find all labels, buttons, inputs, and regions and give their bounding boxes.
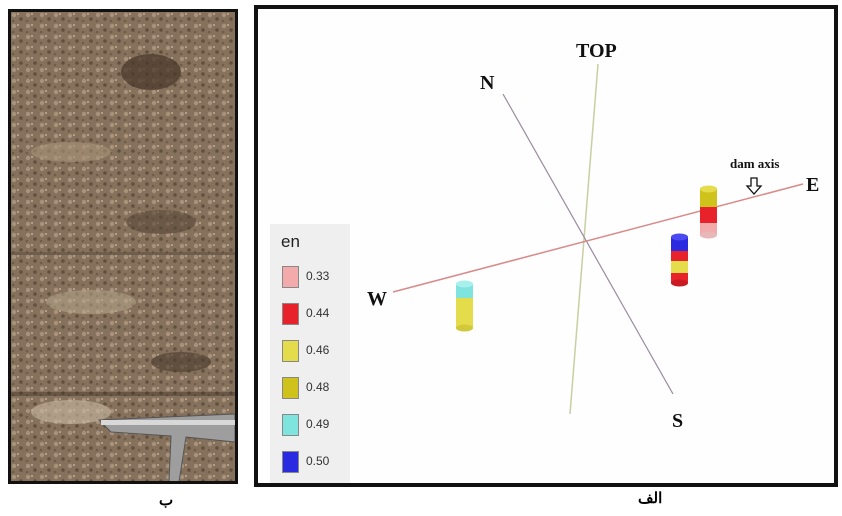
outcrop-photo [8, 9, 238, 484]
north-south-axis [502, 93, 674, 395]
legend-label: 0.49 [306, 417, 330, 431]
legend-label: 0.48 [306, 380, 330, 394]
legend-title: en [281, 232, 300, 251]
dam-axis-label: dam axis [730, 156, 779, 171]
legend-label: 0.46 [306, 343, 330, 357]
borehole-cylinder-west [456, 280, 473, 332]
legend-item: 0.44 [282, 303, 352, 325]
legend-item: 0.50 [282, 451, 352, 473]
legend-swatch [282, 377, 299, 399]
caption-right: الف [638, 489, 663, 507]
north-label: N [480, 72, 495, 94]
top-label: TOP [576, 40, 617, 62]
color-legend: en 0.33 0.44 0.46 0.48 0.49 0.50 [270, 224, 352, 483]
legend-label: 0.50 [306, 454, 330, 468]
legend-swatch [282, 340, 299, 362]
legend-item: 0.48 [282, 377, 352, 399]
borehole-3d-diagram: TOP N S E W dam axis [254, 5, 838, 487]
vertical-axis [569, 63, 599, 415]
borehole-cylinder-east [700, 185, 717, 239]
legend-item: 0.33 [282, 266, 352, 288]
legend-swatch [282, 266, 299, 288]
legend-label: 0.44 [306, 306, 330, 320]
caption-left: ب [159, 491, 174, 509]
legend-swatch [282, 451, 299, 473]
south-label: S [672, 410, 683, 432]
legend-swatch [282, 303, 299, 325]
legend-item: 0.49 [282, 414, 352, 436]
east-label: E [806, 174, 819, 196]
borehole-cylinder-middle [671, 233, 688, 287]
legend-item: 0.46 [282, 340, 352, 362]
arrow-down-icon [745, 177, 763, 195]
hammer-icon [97, 413, 235, 481]
legend-label: 0.33 [306, 269, 330, 283]
west-label: W [367, 288, 387, 310]
legend-swatch [282, 414, 299, 436]
east-west-axis [392, 183, 804, 293]
